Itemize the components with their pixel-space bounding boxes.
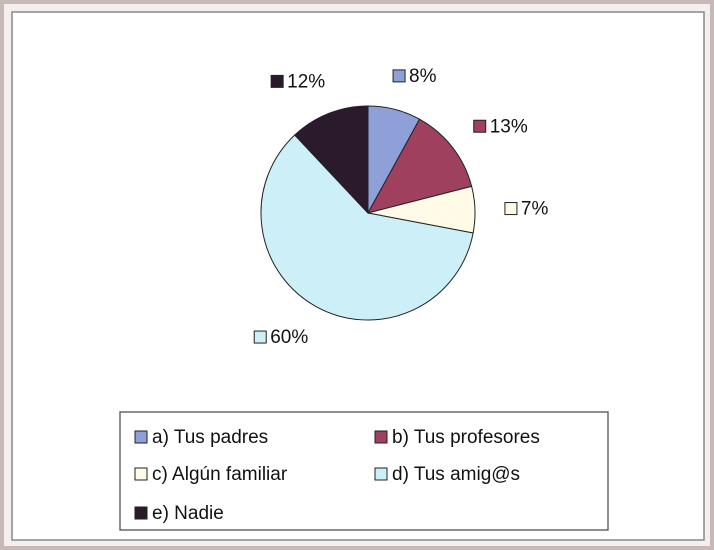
data-label: 8% [409, 66, 437, 87]
legend-swatch [134, 506, 148, 520]
legend-swatch [134, 430, 148, 444]
data-label: 60% [270, 327, 308, 348]
legend-label: a) Tus padres [152, 427, 268, 448]
legend-label: e) Nadie [152, 503, 224, 524]
data-label: 7% [521, 199, 549, 220]
legend-box [119, 411, 609, 531]
data-label: 12% [287, 71, 325, 92]
label-swatch [392, 69, 406, 83]
pie-slice [294, 105, 369, 215]
pie-slice [260, 134, 474, 321]
legend-swatch [374, 467, 388, 481]
label-swatch [270, 74, 284, 88]
legend-label: d) Tus amig@s [392, 464, 520, 485]
legend-swatch [134, 467, 148, 481]
label-swatch [504, 202, 518, 216]
label-swatch [473, 119, 487, 133]
legend-label: c) Algún familiar [152, 464, 288, 485]
pie-slice [367, 118, 473, 214]
legend-label: b) Tus profesores [392, 427, 540, 448]
legend-swatch [374, 430, 388, 444]
label-swatch [253, 330, 267, 344]
data-label: 13% [490, 116, 528, 137]
